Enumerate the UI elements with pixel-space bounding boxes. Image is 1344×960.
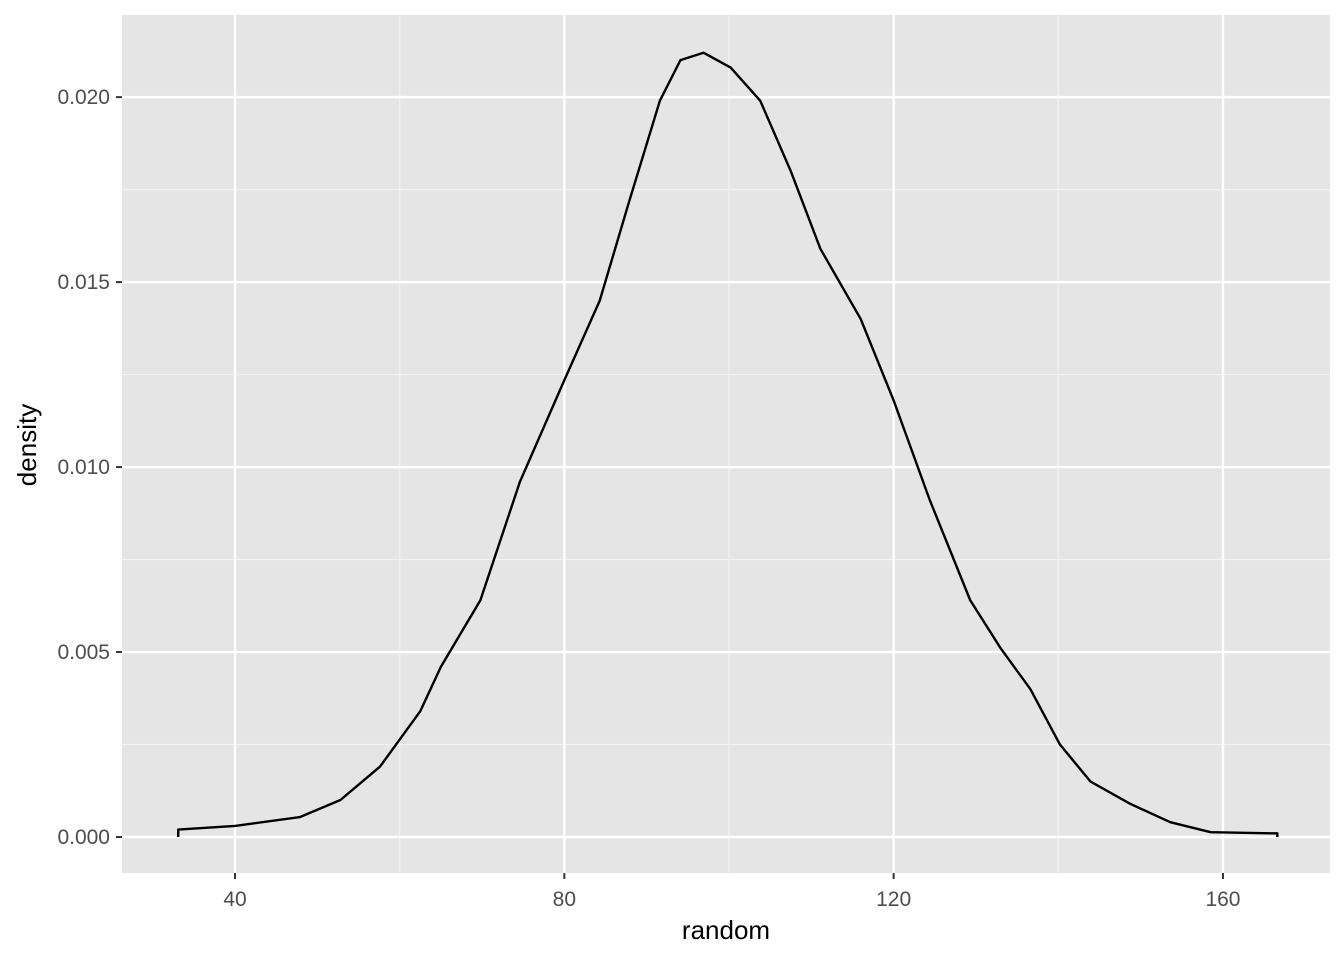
x-tick-label: 80 [553, 888, 576, 911]
density-curve [177, 51, 1279, 837]
x-tick-label: 120 [876, 888, 911, 911]
axes: 40 80 120 160 0.000 0.005 0.010 0.015 0.020 [57, 86, 1240, 911]
panel [122, 15, 1330, 873]
marks [177, 51, 1279, 837]
x-tick-label: 40 [223, 888, 246, 911]
y-tick-label: 0.010 [57, 456, 110, 479]
y-tick-label: 0.005 [57, 641, 110, 664]
x-tick-label: 160 [1205, 888, 1240, 911]
grid [122, 15, 1330, 873]
y-axis-title: density [12, 404, 42, 486]
y-tick-label: 0.015 [57, 271, 110, 294]
y-tick-label: 0.000 [57, 826, 110, 849]
y-tick-label: 0.020 [57, 86, 110, 109]
x-axis-title: random [682, 915, 770, 945]
